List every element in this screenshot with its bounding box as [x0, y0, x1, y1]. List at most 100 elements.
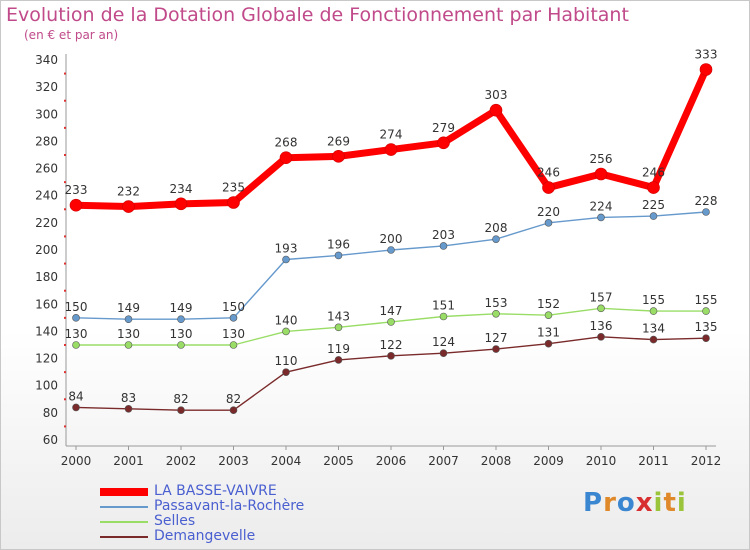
logo-letter: o: [616, 488, 636, 518]
data-point: [542, 181, 555, 194]
data-point: [649, 335, 658, 344]
x-tick-label: 2012: [691, 454, 722, 468]
data-point: [177, 406, 185, 414]
y-minor-mark: [64, 371, 66, 374]
data-point: [387, 246, 395, 254]
data-point: [334, 251, 343, 260]
data-point: [229, 314, 238, 322]
y-minor-mark: [64, 126, 66, 129]
data-point: [282, 327, 290, 336]
data-label: 208: [485, 221, 508, 235]
data-point: [229, 406, 238, 414]
logo-letter: P: [583, 488, 604, 518]
data-point: [72, 341, 80, 349]
data-point: [597, 304, 605, 313]
data-point: [702, 307, 710, 315]
legend-label: Passavant-la-Rochère: [154, 498, 305, 514]
y-minor-mark: [64, 289, 66, 292]
data-label: 233: [65, 183, 88, 197]
data-point: [439, 312, 448, 321]
data-label: 268: [275, 136, 298, 150]
data-label: 200: [380, 232, 403, 246]
data-label: 274: [380, 128, 403, 142]
y-tick-label: 300: [35, 107, 58, 121]
legend-label: Demangevelle: [154, 528, 256, 544]
data-label: 196: [327, 237, 350, 251]
data-point: [124, 404, 133, 413]
data-label: 155: [642, 293, 665, 307]
chart-title: Evolution de la Dotation Globale de Fonc…: [6, 4, 629, 26]
data-point: [387, 318, 395, 326]
y-tick-label: 260: [35, 162, 58, 176]
y-tick-label: 140: [35, 324, 58, 338]
data-point: [702, 208, 710, 216]
data-point: [279, 151, 293, 165]
data-label: 127: [485, 331, 508, 345]
data-point: [492, 235, 500, 243]
data-label: 232: [117, 185, 140, 199]
data-point: [227, 196, 240, 209]
data-point: [649, 212, 658, 220]
data-label: 122: [380, 338, 403, 352]
x-tick-label: 2006: [376, 454, 407, 468]
data-label: 130: [222, 327, 245, 341]
data-label: 82: [173, 392, 188, 406]
data-point: [332, 150, 345, 163]
data-label: 279: [432, 121, 455, 135]
data-label: 135: [695, 320, 718, 334]
x-tick-label: 2004: [271, 454, 302, 468]
data-point: [439, 349, 448, 357]
y-tick-label: 320: [35, 80, 58, 94]
data-point: [492, 345, 500, 353]
data-point: [544, 339, 553, 348]
data-point: [334, 356, 343, 364]
y-tick-label: 180: [35, 270, 58, 284]
data-label: 149: [117, 301, 140, 315]
legend-label: Selles: [154, 513, 196, 529]
data-point: [124, 341, 133, 349]
data-point: [597, 213, 605, 222]
data-point: [544, 311, 553, 319]
data-label: 134: [642, 322, 665, 336]
data-label: 224: [590, 199, 613, 213]
x-tick-label: 2010: [586, 454, 617, 468]
data-point: [649, 307, 658, 315]
data-point: [69, 198, 83, 212]
y-minor-mark: [64, 208, 66, 211]
x-tick-label: 2005: [323, 454, 354, 468]
legend-swatch: [100, 506, 148, 508]
data-label: 130: [117, 327, 140, 341]
y-minor-mark: [64, 99, 66, 102]
data-point: [177, 315, 185, 324]
data-label: 234: [170, 182, 193, 196]
chart-subtitle: (en € et par an): [24, 28, 119, 42]
data-label: 143: [327, 309, 350, 323]
x-tick-label: 2002: [166, 454, 197, 468]
data-label: 83: [121, 391, 136, 405]
logo-letter: i: [676, 488, 687, 518]
y-tick-label: 120: [35, 352, 58, 366]
data-point: [174, 197, 188, 211]
data-point: [124, 315, 133, 324]
data-label: 246: [537, 166, 560, 180]
y-minor-mark: [64, 154, 66, 156]
logo-letter: x: [635, 488, 654, 518]
logo-letter: r: [603, 488, 617, 518]
data-point: [437, 136, 450, 150]
x-tick-label: 2003: [218, 454, 249, 468]
data-label: 256: [590, 152, 613, 166]
legend-swatch: [100, 488, 148, 496]
data-point: [72, 403, 80, 412]
data-point: [387, 352, 395, 360]
y-tick-label: 340: [35, 53, 58, 67]
data-point: [122, 200, 135, 213]
proxiti-logo: Proxiti: [583, 488, 687, 518]
data-label: 333: [695, 48, 718, 62]
data-label: 152: [537, 297, 560, 311]
y-tick-label: 60: [43, 433, 58, 447]
x-tick-label: 2001: [113, 454, 144, 468]
data-point: [177, 341, 185, 349]
data-label: 228: [695, 194, 718, 208]
